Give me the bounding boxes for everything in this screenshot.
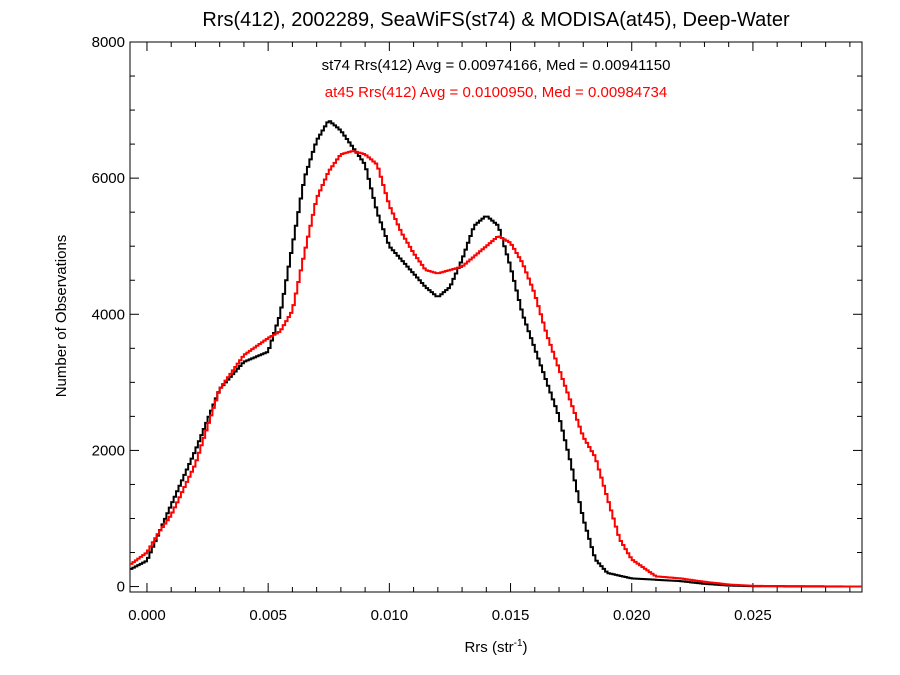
x-axis-label-superscript: -1: [514, 638, 523, 649]
x-axis-label-close: ): [523, 639, 528, 656]
x-tick-label: 0.005: [249, 607, 287, 624]
x-tick-label: 0.015: [492, 607, 530, 624]
plot-frame: [129, 41, 863, 593]
x-tick-label: 0.025: [734, 607, 772, 624]
x-axis-ticks: 0.000 0.005 0.010 0.015 0.020 0.025: [128, 42, 851, 624]
x-axis-label-main: Rrs (str: [464, 639, 513, 656]
y-tick-label: 2000: [92, 442, 125, 459]
x-tick-label: 0.020: [613, 607, 651, 624]
series-at45-histogram: [130, 150, 862, 588]
annotation-st74-stats: st74 Rrs(412) Avg = 0.00974166, Med = 0.…: [322, 57, 671, 74]
chart-title: Rrs(412), 2002289, SeaWiFS(st74) & MODIS…: [202, 9, 790, 31]
x-axis-label: Rrs (str-1): [464, 638, 527, 656]
series-layer: [130, 120, 862, 588]
y-tick-label: 6000: [92, 170, 125, 187]
annotation-at45-stats: at45 Rrs(412) Avg = 0.0100950, Med = 0.0…: [325, 84, 667, 101]
y-tick-label: 8000: [92, 34, 125, 51]
y-tick-label: 0: [117, 579, 125, 596]
y-tick-label: 4000: [92, 306, 125, 323]
y-axis-ticks: 0 2000 4000 6000 8000: [92, 34, 862, 596]
y-axis-label: Number of Observations: [53, 235, 70, 398]
x-tick-label: 0.010: [371, 607, 409, 624]
x-tick-label: 0.000: [128, 607, 166, 624]
